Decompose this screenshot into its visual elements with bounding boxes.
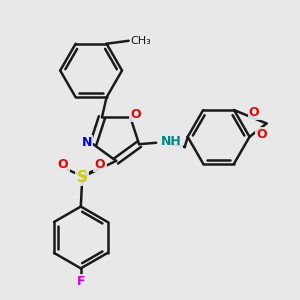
Text: CH₃: CH₃ [131,36,152,46]
Text: O: O [130,108,141,121]
Text: N: N [82,136,92,149]
Text: NH: NH [161,135,182,148]
Text: F: F [76,275,85,288]
Text: O: O [58,158,68,171]
Text: O: O [94,158,105,171]
Text: O: O [249,106,260,119]
Text: S: S [77,169,88,184]
Text: O: O [256,128,267,141]
